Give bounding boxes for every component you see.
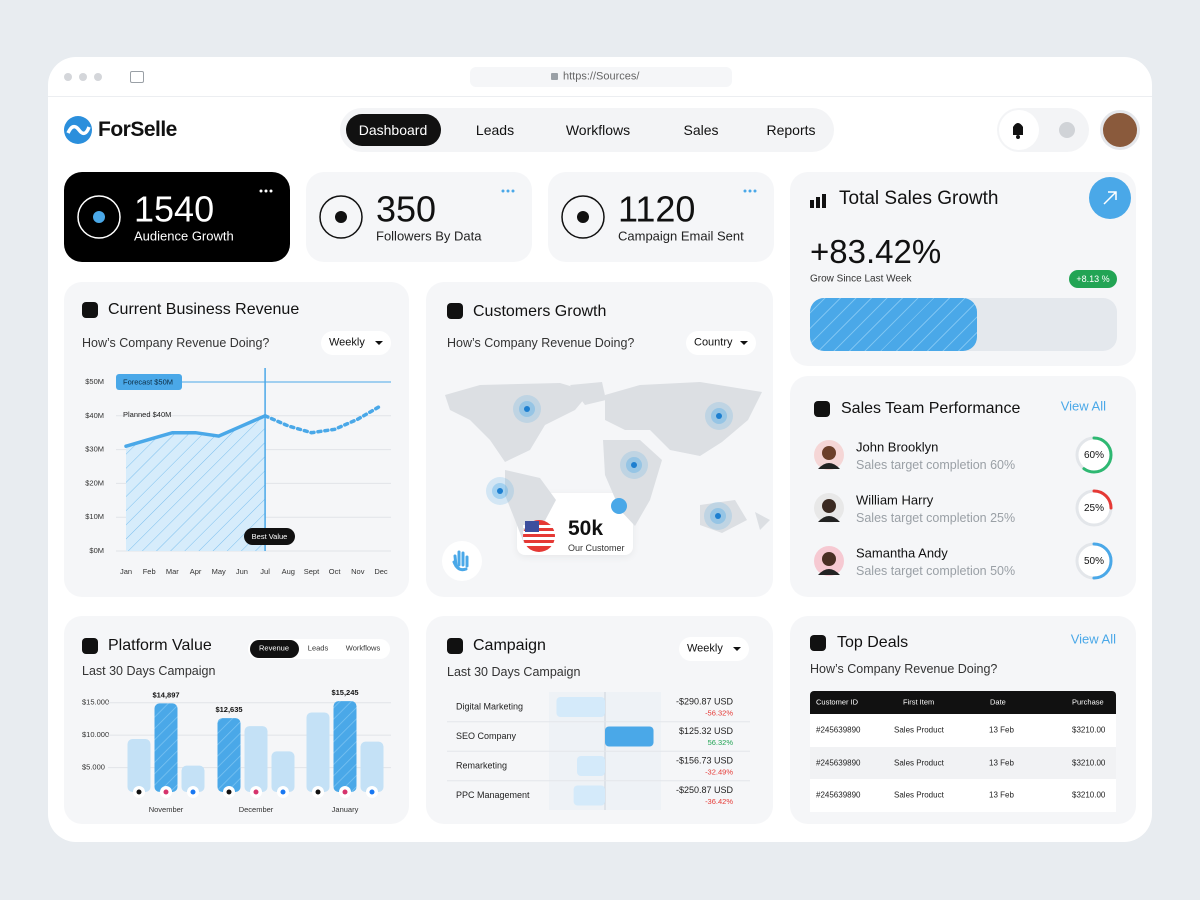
card-title: Campaign — [473, 636, 546, 654]
card-subtitle: Last 30 Days Campaign — [82, 663, 216, 678]
pan-button[interactable] — [442, 541, 482, 581]
profile-avatar[interactable] — [1100, 110, 1140, 150]
card-subtitle: How’s Company Revenue Doing? — [447, 335, 635, 350]
nav-item[interactable]: Reports — [766, 121, 816, 138]
stat-value: 350 — [376, 188, 437, 230]
dropdown-label: Weekly — [329, 336, 365, 349]
stat-label: Campaign Email Sent — [618, 228, 744, 244]
view-all-link[interactable]: View All — [1070, 631, 1116, 647]
stat-label: Audience Growth — [134, 228, 234, 244]
table-header — [810, 691, 1116, 714]
table-cell: $3210.00 — [1072, 725, 1106, 735]
chart-icon — [822, 194, 826, 208]
callout-value: 50k — [568, 516, 604, 540]
window-dot — [94, 73, 102, 81]
divider — [48, 96, 1152, 97]
table-cell: #245639890 — [816, 725, 861, 735]
table-cell: $3210.00 — [1072, 758, 1106, 768]
url-bar[interactable] — [470, 67, 732, 87]
card-title: Sales Team Performance — [841, 399, 1021, 417]
member-name: John Brooklyn — [856, 439, 939, 455]
card-icon — [447, 638, 463, 654]
open-button[interactable] — [1089, 177, 1131, 219]
lock-icon — [551, 73, 558, 80]
column-header: Purchase — [1072, 697, 1104, 707]
column-header: First Item — [903, 697, 935, 707]
callout-label: Our Customer — [568, 542, 625, 553]
table-row[interactable] — [810, 746, 1116, 779]
member-detail: Sales target completion 50% — [856, 563, 1016, 578]
table-cell: Sales Product — [894, 790, 944, 800]
tab-active — [250, 640, 299, 658]
notification-button[interactable] — [999, 110, 1039, 150]
url: https://Sources/ — [563, 70, 640, 83]
member-avatar — [814, 440, 844, 470]
nav-active — [346, 114, 441, 146]
revenue-card — [64, 282, 409, 597]
tab[interactable]: Workflows — [345, 643, 381, 653]
table-row[interactable] — [810, 779, 1116, 812]
stat-value: 1540 — [134, 188, 215, 230]
card-title: Total Sales Growth — [839, 188, 999, 210]
member-avatar — [814, 546, 844, 576]
progress-fill — [810, 298, 977, 351]
card-icon — [814, 401, 830, 417]
nav-item[interactable]: Dashboard — [358, 121, 428, 138]
card-subtitle: How’s Company Revenue Doing? — [82, 335, 270, 350]
stat-label: Followers By Data — [376, 228, 482, 244]
card-subtitle: How’s Company Revenue Doing? — [810, 661, 998, 676]
column-header: Date — [990, 697, 1006, 707]
growth-caption: Grow Since Last Week — [810, 273, 912, 285]
table-cell: #245639890 — [816, 758, 861, 768]
member-detail: Sales target completion 60% — [856, 457, 1016, 472]
card-icon — [810, 635, 826, 651]
badge-label: +8.13 % — [1076, 273, 1110, 284]
card-title: Platform Value — [108, 636, 212, 654]
card-title: Top Deals — [837, 633, 909, 651]
tab[interactable]: Leads — [307, 643, 329, 653]
table-cell: Sales Product — [894, 725, 944, 735]
table-row[interactable] — [810, 714, 1116, 747]
callout-country: USA — [522, 497, 549, 513]
chart-icon — [810, 200, 814, 208]
member-detail: Sales target completion 25% — [856, 510, 1016, 525]
growth-value: +83.42% — [810, 233, 942, 271]
table-cell: 13 Feb — [989, 758, 1014, 768]
nav-item[interactable]: Sales — [683, 121, 719, 138]
window-dot — [79, 73, 87, 81]
stat-value: 1120 — [618, 188, 696, 230]
window-dot — [64, 73, 72, 81]
view-all-link[interactable]: View All — [1060, 398, 1106, 414]
member-name: William Harry — [856, 492, 934, 508]
column-header: Customer ID — [816, 697, 859, 707]
card-icon — [82, 302, 98, 318]
tab[interactable]: Revenue — [258, 643, 290, 653]
table-cell: Sales Product — [894, 758, 944, 768]
card-subtitle: Last 30 Days Campaign — [447, 664, 581, 679]
nav-item[interactable]: Leads — [475, 121, 515, 138]
chart-icon — [816, 197, 820, 208]
dropdown-label: Weekly — [687, 642, 723, 655]
member-avatar — [814, 493, 844, 523]
sidebar-icon[interactable] — [130, 71, 144, 83]
card-title: Current Business Revenue — [108, 300, 300, 318]
table-cell: #245639890 — [816, 790, 861, 800]
badge — [1069, 270, 1117, 288]
member-name: Samantha Andy — [856, 545, 948, 561]
table-cell: $3210.00 — [1072, 790, 1106, 800]
card-icon — [447, 303, 463, 319]
card-title: Customers Growth — [473, 302, 607, 320]
dropdown-label: Country — [694, 336, 733, 349]
logo: ForSelle — [98, 117, 177, 141]
card-icon — [82, 638, 98, 654]
nav-item[interactable]: Workflows — [565, 121, 631, 138]
table-cell: 13 Feb — [989, 725, 1014, 735]
table-cell: 13 Feb — [989, 790, 1014, 800]
